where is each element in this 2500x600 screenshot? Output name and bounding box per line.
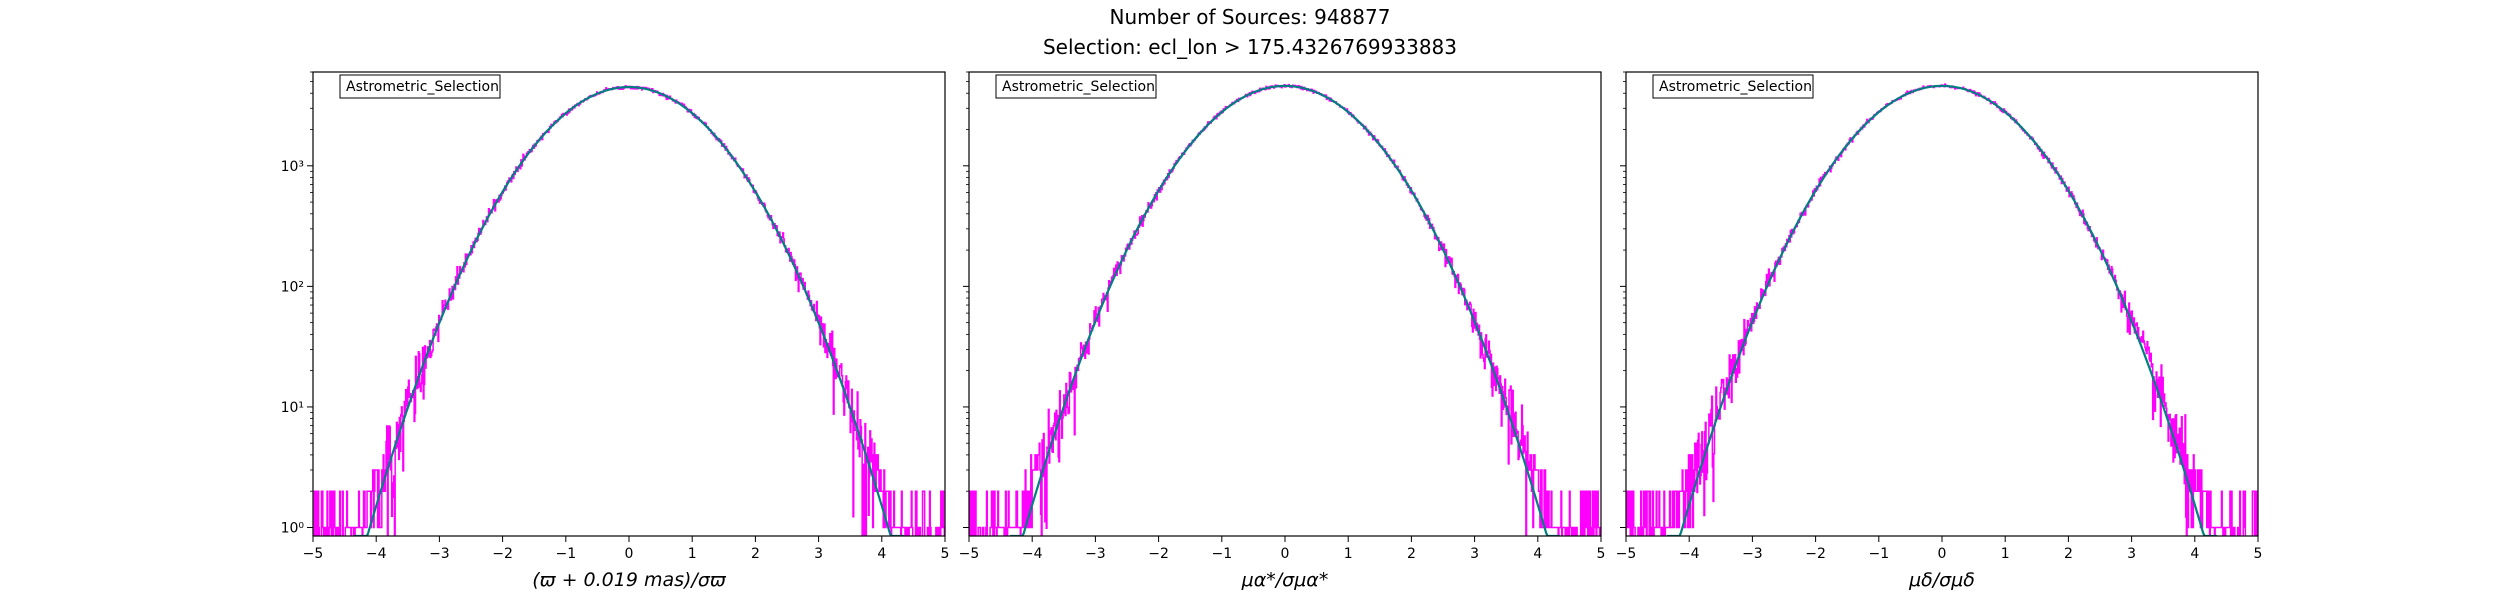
model-curve	[1010, 84, 1560, 536]
x-tick-label: 0	[1281, 546, 1290, 562]
x-tick-label: 1	[1344, 546, 1353, 562]
legend-box	[995, 74, 1157, 99]
x-axis-label: (ϖ + 0.019 mas)/σϖ	[532, 569, 727, 591]
figure-subtitle: Selection: ecl_lon > 175.4326769933883	[1042, 35, 1457, 59]
model-curve	[1667, 84, 2217, 536]
chart-panel-1: −5 −4 −3 −2 −1 0 1 2 3 4 5 10⁰ 10¹ 10² 10³ Astrometric_…	[281, 71, 950, 591]
axes-frame	[312, 71, 946, 537]
x-tick-label: 5	[1597, 546, 1606, 562]
x-tick-label: −5	[959, 546, 980, 562]
plot-area	[1626, 83, 2258, 536]
x-tick-label: 5	[2254, 546, 2263, 562]
x-tick-label: −4	[1679, 546, 1700, 562]
x-tick-label: −1	[1211, 546, 1232, 562]
plot-area	[969, 83, 1601, 536]
histogram-series	[1626, 83, 2258, 536]
x-tick-label: −2	[1805, 546, 1826, 562]
x-tick-label: 4	[1533, 546, 1542, 562]
legend-box	[1652, 74, 1814, 99]
y-tick-label: 10⁰	[281, 520, 305, 536]
x-tick-label: −2	[1148, 546, 1169, 562]
x-tick-label: −4	[1022, 546, 1043, 562]
x-tick-label: −4	[366, 546, 387, 562]
legend-label: Astrometric_Selection	[1659, 79, 1812, 95]
x-tick-label: 2	[2064, 546, 2073, 562]
x-tick-label: −5	[303, 546, 324, 562]
legend-box	[339, 74, 501, 99]
chart-panel-3: −5 −4 −3 −2 −1 0 1 2 3 4 5 Astrometric_Selection μδ/…	[1616, 71, 2263, 591]
y-tick-label: 10³	[281, 159, 304, 175]
x-tick-label: −2	[492, 546, 513, 562]
x-tick-label: 1	[688, 546, 697, 562]
x-tick-label: 1	[2001, 546, 2010, 562]
axes-frame	[1625, 71, 2259, 537]
histogram-series	[313, 85, 945, 536]
x-tick-label: 3	[2127, 546, 2136, 562]
x-tick-label: −5	[1616, 546, 1637, 562]
y-tick-label: 10²	[281, 279, 304, 295]
x-axis-label: μα*/σμα*	[1241, 569, 1329, 591]
x-tick-label: 3	[814, 546, 823, 562]
y-tick-label: 10¹	[281, 400, 304, 416]
x-tick-label: 0	[1938, 546, 1947, 562]
model-curve	[354, 85, 904, 536]
histogram-series	[969, 83, 1601, 536]
x-tick-label: 2	[1407, 546, 1416, 562]
axes-frame	[968, 71, 1602, 537]
x-tick-label: −1	[555, 546, 576, 562]
x-tick-label: −3	[1085, 546, 1106, 562]
legend-label: Astrometric_Selection	[346, 79, 499, 95]
figure-title: Number of Sources: 948877	[1109, 5, 1391, 29]
legend-label: Astrometric_Selection	[1002, 79, 1155, 95]
x-tick-label: −1	[1868, 546, 1889, 562]
chart-panel-2: −5 −4 −3 −2 −1 0 1 2 3 4 5 Astrometric_Selection μα*…	[959, 71, 1606, 591]
x-tick-label: 2	[751, 546, 760, 562]
x-tick-label: −3	[429, 546, 450, 562]
x-tick-label: 4	[877, 546, 886, 562]
x-tick-label: 3	[1470, 546, 1479, 562]
x-tick-label: 5	[941, 546, 950, 562]
x-tick-label: −3	[1742, 546, 1763, 562]
x-tick-label: 4	[2190, 546, 2199, 562]
plot-area	[313, 85, 945, 536]
x-tick-label: 0	[625, 546, 634, 562]
x-axis-label: μδ/σμδ	[1908, 569, 1975, 591]
